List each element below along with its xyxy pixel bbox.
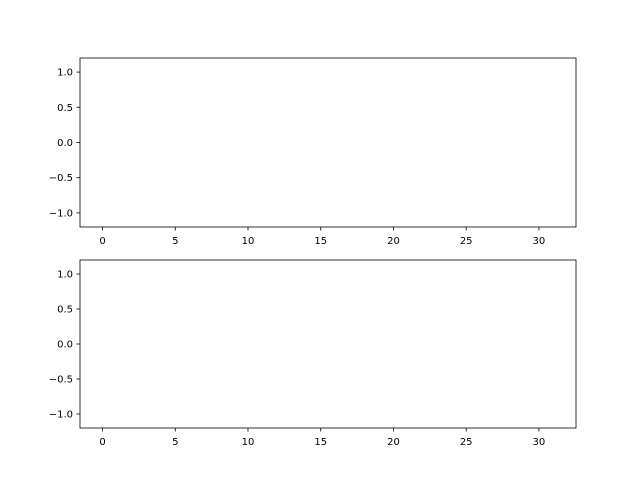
axes-frame	[79, 57, 577, 228]
x-tick-label: 5	[172, 236, 178, 247]
x-tick-label: 20	[387, 437, 400, 448]
x-tick-label: 15	[314, 437, 327, 448]
x-tick-label: 10	[242, 437, 255, 448]
y-tick-label: 0.5	[57, 103, 73, 114]
y-tick-label: 1.0	[57, 68, 73, 79]
y-tick-label: 0.5	[57, 305, 73, 316]
y-tick-label: 1.0	[57, 270, 73, 281]
x-tick-label: 0	[99, 236, 105, 247]
top-subplot: 0 5 10 15 20 25 30 −1.0 −0.5 0.0 0.5 1.0	[49, 57, 577, 247]
y-tick-label: −0.5	[49, 375, 73, 386]
x-tick-label: 10	[242, 236, 255, 247]
bottom-subplot: 0 5 10 15 20 25 30 −1.0 −0.5 0.0 0.5 1.0	[49, 259, 577, 448]
y-tick-label: 0.0	[57, 340, 73, 351]
x-tick-label: 25	[460, 437, 473, 448]
x-tick-label: 15	[314, 236, 327, 247]
x-tick-label: 5	[172, 437, 178, 448]
y-tick-label: −1.0	[49, 410, 73, 421]
axes-frame	[79, 259, 577, 429]
x-tick-label: 0	[99, 437, 105, 448]
x-tick-label: 25	[460, 236, 473, 247]
y-tick-label: −0.5	[49, 173, 73, 184]
x-tick-label: 20	[387, 236, 400, 247]
x-tick-label: 30	[533, 236, 546, 247]
x-tick-label: 30	[533, 437, 546, 448]
y-tick-label: −1.0	[49, 208, 73, 219]
y-tick-label: 0.0	[57, 138, 73, 149]
